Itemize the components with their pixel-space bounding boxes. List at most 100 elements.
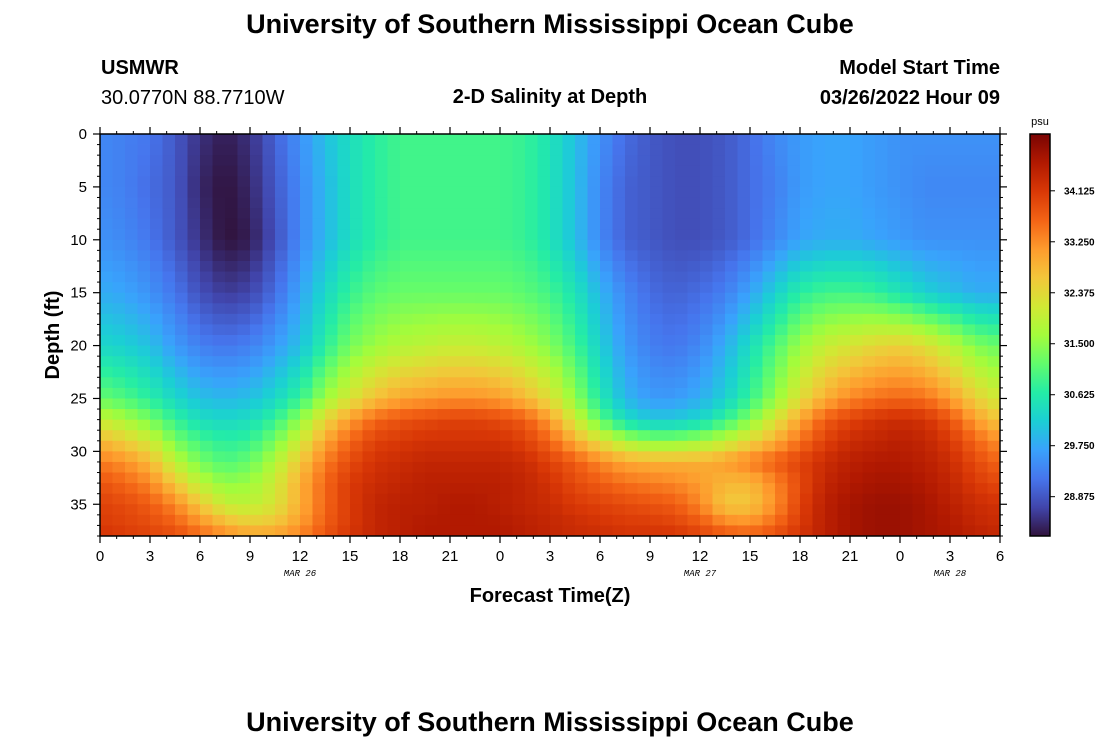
heatmap-cell xyxy=(237,239,251,251)
heatmap-cell xyxy=(762,271,776,283)
heatmap-cell xyxy=(575,303,589,315)
heatmap-cell xyxy=(412,514,426,527)
heatmap-cell xyxy=(825,229,839,241)
heatmap-cell xyxy=(737,176,751,188)
heatmap-cell xyxy=(287,356,301,368)
heatmap-cell xyxy=(812,186,826,199)
heatmap-cell xyxy=(225,303,239,315)
heatmap-cell xyxy=(125,313,139,326)
heatmap-cell xyxy=(712,514,726,527)
heatmap-cell xyxy=(762,419,776,431)
heatmap-cell xyxy=(387,335,401,347)
heatmap-cell xyxy=(887,208,901,220)
heatmap-cell xyxy=(100,377,114,389)
heatmap-cell xyxy=(925,324,939,336)
heatmap-cell xyxy=(350,366,364,378)
heatmap-cell xyxy=(387,514,401,527)
heatmap-cell xyxy=(900,134,914,146)
y-tick-label: 0 xyxy=(79,126,87,143)
heatmap-cell xyxy=(937,514,951,527)
heatmap-cell xyxy=(750,493,764,505)
heatmap-cell xyxy=(612,144,626,156)
heatmap-cell xyxy=(825,398,839,410)
heatmap-cell xyxy=(787,335,801,347)
heatmap-cell xyxy=(825,356,839,368)
heatmap-cell xyxy=(112,483,126,495)
heatmap-cell xyxy=(275,377,289,389)
heatmap-cell xyxy=(962,409,976,421)
heatmap-cell xyxy=(712,461,726,474)
heatmap-cell xyxy=(250,398,264,410)
heatmap-cell xyxy=(900,525,914,536)
heatmap-cell xyxy=(275,514,289,527)
heatmap-cell xyxy=(875,229,889,241)
heatmap-cell xyxy=(750,239,764,251)
heatmap-cell xyxy=(787,493,801,505)
heatmap-cell xyxy=(850,250,864,262)
heatmap-cell xyxy=(925,461,939,474)
heatmap-cell xyxy=(400,292,414,304)
heatmap-cell xyxy=(400,134,414,146)
heatmap-cell xyxy=(925,451,939,463)
heatmap-cell xyxy=(675,218,689,230)
heatmap-cell xyxy=(362,377,376,389)
heatmap-cell xyxy=(162,292,176,304)
heatmap-cell xyxy=(737,303,751,315)
heatmap-cell xyxy=(912,292,926,304)
heatmap-cell xyxy=(962,335,976,347)
heatmap-cell xyxy=(737,134,751,146)
heatmap-cell xyxy=(200,356,214,368)
heatmap-cell xyxy=(200,165,214,177)
heatmap-cell xyxy=(187,356,201,368)
heatmap-cell xyxy=(912,250,926,262)
heatmap-cell xyxy=(362,229,376,241)
heatmap-cell xyxy=(950,186,964,199)
heatmap-cell xyxy=(337,229,351,241)
heatmap-cell xyxy=(200,292,214,304)
heatmap-cell xyxy=(825,419,839,431)
heatmap-cell xyxy=(837,419,851,431)
heatmap-cell xyxy=(750,313,764,326)
heatmap-cell xyxy=(962,239,976,251)
heatmap-cell xyxy=(562,440,576,452)
heatmap-cell xyxy=(250,483,264,495)
heatmap-cell xyxy=(650,461,664,474)
colorbar-tick-label: 32.375 xyxy=(1064,288,1095,299)
heatmap-cell xyxy=(487,313,501,326)
heatmap-cell xyxy=(850,218,864,230)
heatmap-cell xyxy=(837,440,851,452)
heatmap-cell xyxy=(462,229,476,241)
heatmap-cell xyxy=(387,366,401,378)
heatmap-cell xyxy=(525,525,539,536)
heatmap-cell xyxy=(650,144,664,156)
heatmap-cell xyxy=(250,144,264,156)
heatmap-cell xyxy=(737,430,751,442)
heatmap-cell xyxy=(200,345,214,357)
heatmap-cell xyxy=(125,461,139,474)
heatmap-cell xyxy=(462,208,476,220)
heatmap-cell xyxy=(337,419,351,431)
heatmap-cell xyxy=(625,282,639,294)
heatmap-cell xyxy=(875,134,889,146)
heatmap-cell xyxy=(750,345,764,357)
heatmap-cell xyxy=(825,292,839,304)
heatmap-cell xyxy=(525,461,539,474)
heatmap-cell xyxy=(775,493,789,505)
heatmap-cell xyxy=(250,197,264,209)
heatmap-cell xyxy=(837,335,851,347)
heatmap-cell xyxy=(525,313,539,326)
heatmap-cell xyxy=(575,239,589,251)
heatmap-cell xyxy=(437,377,451,389)
heatmap-cell xyxy=(262,451,276,463)
heatmap-cell xyxy=(662,229,676,241)
heatmap-cell xyxy=(487,260,501,273)
heatmap-cell xyxy=(362,218,376,230)
heatmap-cell xyxy=(662,440,676,452)
heatmap-cell xyxy=(712,398,726,410)
heatmap-cell xyxy=(350,324,364,336)
heatmap-cell xyxy=(975,356,989,368)
heatmap-cell xyxy=(600,260,614,273)
heatmap-cell xyxy=(362,186,376,199)
heatmap-cell xyxy=(787,514,801,527)
heatmap-cell xyxy=(900,483,914,495)
